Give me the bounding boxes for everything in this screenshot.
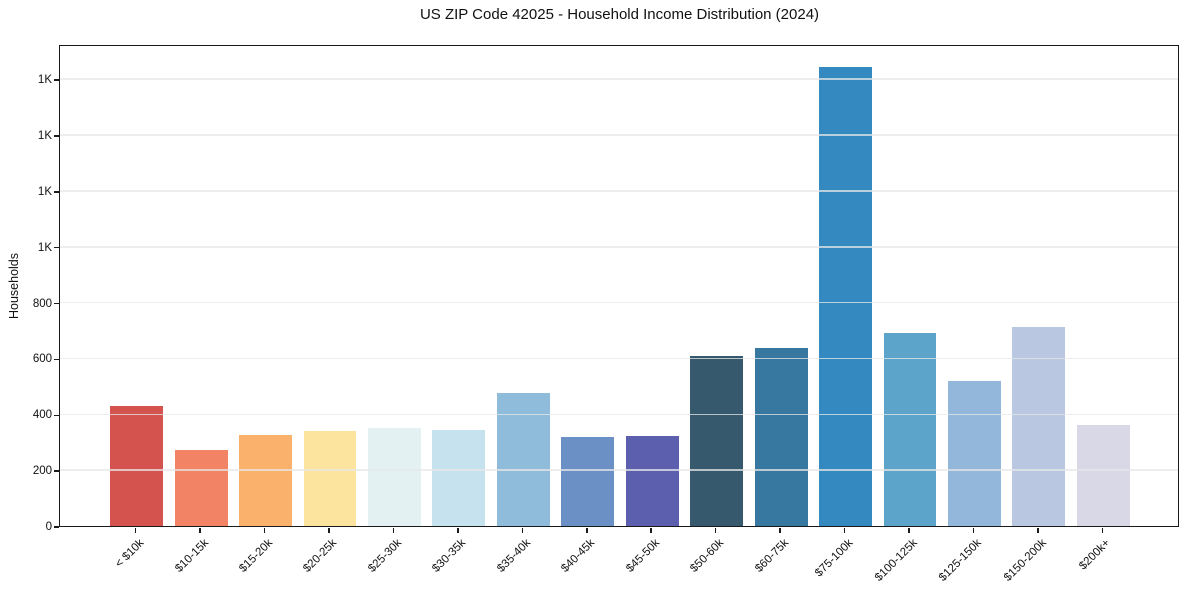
x-tick-mark <box>1101 528 1104 533</box>
bar-$10-15k <box>174 449 228 526</box>
y-tick-mark <box>54 79 59 81</box>
x-tick-label: < $10k <box>113 537 147 571</box>
y-tick-label: 1K <box>37 130 52 143</box>
bar-$75-100k <box>819 67 872 526</box>
bar-$15-20k <box>239 435 292 526</box>
y-tick-label: 1K <box>37 241 52 254</box>
x-tick-label: $30-35k <box>430 537 469 575</box>
gridline <box>60 246 1178 248</box>
y-tick-label: 200 <box>32 465 52 478</box>
bar-$40-45k <box>561 436 615 526</box>
bar-$150-200k <box>1012 327 1066 526</box>
x-tick-label: $50-60k <box>688 537 727 575</box>
y-tick-mark <box>54 191 59 193</box>
x-tick-label: $100-125k <box>872 537 920 584</box>
y-tick-mark <box>54 526 59 528</box>
bar-$200k+ <box>1076 425 1130 526</box>
y-tick-mark <box>54 135 59 137</box>
x-tick-mark <box>1037 528 1039 533</box>
x-tick-mark <box>134 528 137 533</box>
x-tick-mark <box>392 528 395 533</box>
x-tick-label: $10-15k <box>172 537 211 575</box>
x-tick-mark <box>586 528 588 533</box>
bar-< $10k <box>110 406 164 526</box>
y-tick-mark <box>54 302 59 305</box>
x-tick-mark <box>328 528 330 533</box>
gridline <box>60 469 1178 471</box>
gridline <box>60 413 1178 416</box>
bar-$125-150k <box>948 380 1001 526</box>
y-tick-label: 800 <box>32 297 52 310</box>
y-tick-mark <box>54 470 59 472</box>
y-tick-label: 1K <box>37 74 52 87</box>
bar-$20-25k <box>303 430 357 526</box>
bar-$100-125k <box>883 333 937 526</box>
x-tick-label: $35-40k <box>494 537 533 575</box>
x-tick-label: $60-75k <box>752 537 791 575</box>
x-tick-label: $15-20k <box>237 537 276 575</box>
x-tick-label: $200k+ <box>1077 537 1113 573</box>
x-tick-mark <box>779 528 781 533</box>
gridline <box>60 134 1178 136</box>
x-tick-mark <box>843 528 846 533</box>
x-tick-label: $20-25k <box>301 537 340 575</box>
y-tick-label: 1K <box>37 185 52 198</box>
x-tick-label: $40-45k <box>559 537 598 575</box>
gridline <box>60 301 1178 304</box>
chart-title: US ZIP Code 42025 - Household Income Dis… <box>419 6 820 23</box>
gridline <box>60 357 1178 360</box>
y-tick-mark <box>54 414 59 417</box>
x-tick-label: $150-200k <box>1001 537 1049 584</box>
y-tick-label: 400 <box>32 409 52 422</box>
bar-$35-40k <box>496 393 550 526</box>
gridline <box>60 78 1178 80</box>
x-tick-mark <box>650 528 652 533</box>
x-tick-label: $25-30k <box>366 537 404 575</box>
bar-$50-60k <box>690 355 744 526</box>
x-tick-mark <box>199 528 201 533</box>
bar-$25-30k <box>368 427 421 526</box>
x-tick-mark <box>908 528 910 533</box>
x-tick-mark <box>457 528 459 533</box>
y-tick-label: 600 <box>32 353 52 366</box>
x-tick-mark <box>521 528 524 533</box>
y-tick-mark <box>54 246 59 249</box>
x-tick-label: $125-150k <box>936 537 984 584</box>
x-tick-mark <box>263 528 266 533</box>
x-tick-mark <box>714 528 717 533</box>
x-tick-label: $45-50k <box>623 537 662 575</box>
y-tick-label: 0 <box>45 521 52 533</box>
gridline <box>60 190 1178 192</box>
plot-area <box>59 45 1179 527</box>
bar-$30-35k <box>432 429 486 526</box>
bar-$60-75k <box>754 347 808 526</box>
bar-$45-50k <box>625 435 679 526</box>
x-tick-label: $75-100k <box>812 537 856 580</box>
y-tick-mark <box>54 358 59 361</box>
x-tick-mark <box>972 528 975 533</box>
